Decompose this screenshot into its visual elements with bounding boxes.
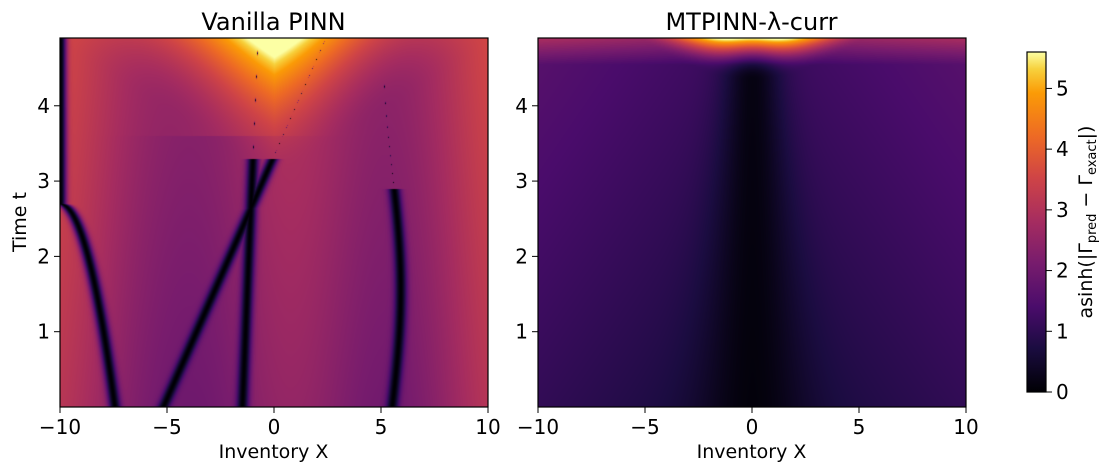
- x-tick-label: 0: [268, 415, 281, 439]
- colorbar-tick-label: 3: [1056, 198, 1069, 222]
- colorbar-tick-label: 1: [1056, 319, 1069, 343]
- colorbar-ticks: 0 1 2 3 4 5: [1046, 76, 1069, 404]
- y-ticks: 1 2 3 4: [515, 94, 538, 344]
- x-tick-label: 0: [746, 415, 759, 439]
- y-tick-label: 1: [37, 320, 50, 344]
- heatmap-vanilla-pinn: [60, 38, 488, 407]
- colorbar-tick-label: 4: [1056, 137, 1069, 161]
- y-tick-label: 4: [37, 94, 50, 118]
- colorbar: 0 1 2 3 4 5 asinh(|Γpred − Γexact|): [1026, 51, 1100, 404]
- x-tick-label: 10: [953, 415, 978, 439]
- y-tick-label: 4: [515, 94, 528, 118]
- y-tick-label: 3: [515, 169, 528, 193]
- panel-title: Vanilla PINN: [201, 8, 345, 36]
- panel-title: MTPINN-λ-curr: [665, 8, 837, 36]
- colorbar-frame: [1026, 51, 1047, 393]
- x-tick-label: 5: [853, 415, 866, 439]
- x-tick-label: 5: [375, 415, 388, 439]
- y-axis-label: Time t: [9, 192, 31, 253]
- y-tick-label: 3: [37, 169, 50, 193]
- x-tick-label: −10: [39, 415, 81, 439]
- y-ticks: 1 2 3 4: [37, 94, 60, 344]
- colorbar-tick-label: 0: [1056, 380, 1069, 404]
- colorbar-tick-label: 5: [1056, 76, 1069, 100]
- panel-mtpinn-curr: MTPINN-λ-curr −10 −5 0 5 10 1 2 3 4 Inventory X: [515, 8, 978, 463]
- x-tick-label: −5: [630, 415, 659, 439]
- x-tick-label: −10: [517, 415, 559, 439]
- x-ticks: −10 −5 0 5 10: [39, 407, 501, 439]
- x-axis-label: Inventory X: [219, 441, 329, 463]
- heatmap-mtpinn-curr: [538, 38, 966, 407]
- x-tick-label: 10: [475, 415, 500, 439]
- y-tick-label: 2: [37, 244, 50, 268]
- x-ticks: −10 −5 0 5 10: [517, 407, 979, 439]
- y-tick-label: 2: [515, 244, 528, 268]
- colorbar-tick-label: 2: [1056, 259, 1069, 283]
- x-axis-label: Inventory X: [697, 441, 807, 463]
- x-tick-label: −5: [152, 415, 181, 439]
- colorbar-gradient: [1027, 52, 1046, 392]
- y-tick-label: 1: [515, 320, 528, 344]
- colorbar-label: asinh(|Γpred − Γexact|): [1075, 126, 1100, 319]
